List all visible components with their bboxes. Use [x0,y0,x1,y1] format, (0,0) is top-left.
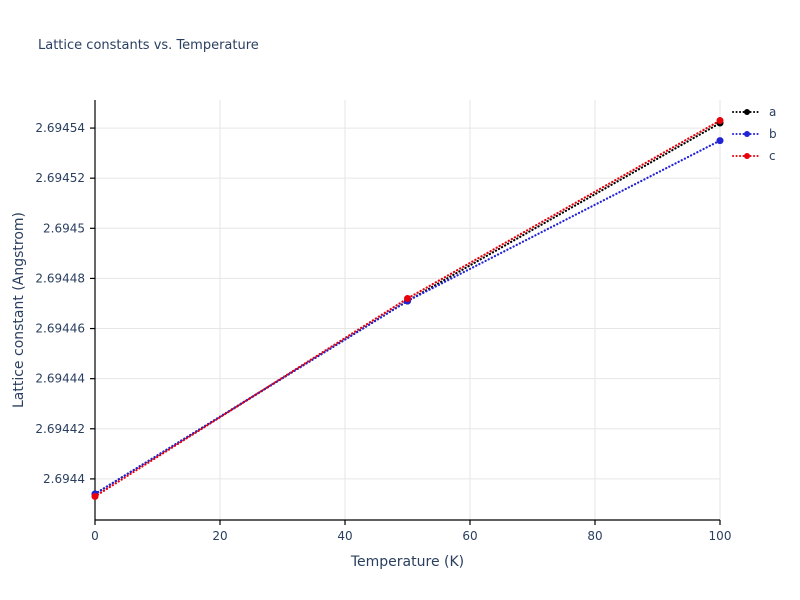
legend-item-c[interactable]: c [732,149,776,163]
legend-marker-b [744,131,750,137]
series-marker-b [716,137,724,145]
series-marker-c [716,117,724,125]
x-tick-label: 100 [709,529,732,543]
series-line-a [93,121,722,496]
series-line-b [93,139,722,496]
legend-item-b[interactable]: b [732,127,777,141]
x-tick-label: 20 [212,529,227,543]
x-axis-label: Temperature (K) [350,554,465,570]
legend-label-a: a [769,105,776,119]
y-tick-label: 2.6944 [43,472,85,486]
y-tick-label: 2.69442 [35,422,85,436]
x-tick-label: 80 [587,529,602,543]
chart-title: Lattice constants vs. Temperature [38,38,259,53]
legend-label-c: c [769,149,776,163]
y-tick-label: 2.69446 [35,322,85,336]
legend-marker-a [744,109,750,115]
legend-label-b: b [769,127,777,141]
series-marker-c [404,294,411,302]
y-tick-label: 2.69452 [35,171,85,185]
y-tick-label: 2.6945 [43,221,85,235]
series-marker-c [91,492,99,500]
legend-marker-c [744,153,750,159]
y-tick-label: 2.69444 [35,372,85,386]
x-tick-label: 40 [337,529,352,543]
y-tick-label: 2.69448 [35,271,85,285]
x-tick-label: 60 [462,529,477,543]
y-tick-label: 2.69454 [35,121,85,135]
x-tick-label: 0 [91,529,99,543]
legend-item-a[interactable]: a [732,105,776,119]
